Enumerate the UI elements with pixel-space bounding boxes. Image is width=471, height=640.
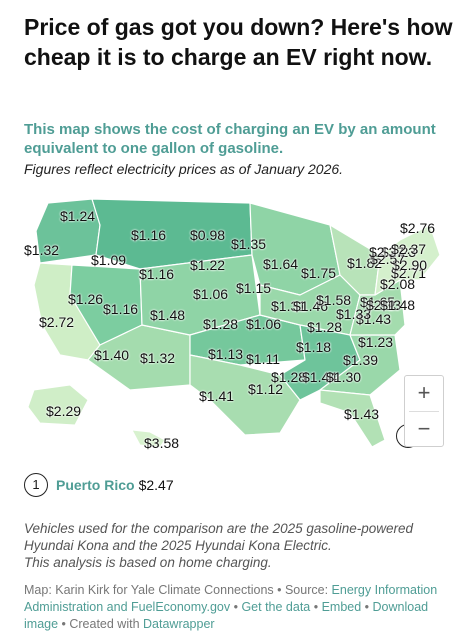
value-label: $2.57 — [370, 251, 406, 267]
value-label: $2.37 — [391, 241, 427, 257]
zoom-controls: + − — [404, 375, 444, 447]
region-northeast — [374, 224, 441, 296]
datawrapper-link[interactable]: Datawrapper — [143, 617, 215, 631]
value-label: $1.44 — [302, 369, 338, 385]
value-label: $1.43 — [344, 406, 380, 422]
value-label: $2.08 — [380, 276, 416, 292]
value-label: $2.71 — [391, 265, 427, 281]
puerto-rico-value: $2.47 — [138, 477, 174, 493]
value-label: $1.22 — [190, 257, 226, 273]
value-label: $1.40 — [94, 347, 130, 363]
footnote-line: Hyundai Kona and the 2025 Hyundai Kona E… — [24, 538, 332, 553]
value-label: $1.65 — [360, 294, 396, 310]
value-label: $1.82 — [347, 255, 383, 271]
value-label: $1.75 — [301, 265, 337, 281]
value-label: $1.33 — [336, 306, 372, 322]
value-label: $2.13 — [366, 297, 402, 313]
region-texas — [189, 354, 301, 436]
value-label: $1.24 — [60, 208, 96, 224]
value-label: $2.29 — [46, 403, 82, 419]
download-image-link[interactable]: Download image — [24, 600, 429, 631]
value-label: $1.41 — [199, 388, 235, 404]
value-label: $1.35 — [231, 236, 267, 252]
page-title: Price of gas got you down? Here's how ch… — [24, 14, 453, 70]
map-canvas — [27, 198, 441, 448]
us-choropleth-map[interactable]: $1.24 $1.32 $2.72 $1.09 $1.26 $1.16 $1.4… — [0, 185, 471, 455]
value-label: $1.28 — [307, 319, 343, 335]
value-label: $1.16 — [131, 227, 167, 243]
value-label: $1.28 — [203, 316, 239, 332]
value-label: $1.46 — [293, 298, 329, 314]
credits: Map: Karin Kirk for Yale Climate Connect… — [24, 582, 454, 633]
puerto-rico-marker-badge: 1 — [24, 473, 48, 497]
value-label: $1.32 — [140, 350, 176, 366]
credits-prefix: Map: Karin Kirk for Yale Climate Connect… — [24, 583, 332, 597]
puerto-rico-name: Puerto Rico — [56, 477, 135, 493]
zoom-divider — [409, 411, 439, 412]
value-label: $1.15 — [236, 280, 272, 296]
value-label: $1.16 — [103, 301, 139, 317]
value-label: $1.48 — [150, 307, 186, 323]
separator: • — [230, 600, 242, 614]
region-florida — [319, 389, 386, 448]
methodology-note: Vehicles used for the comparison are the… — [24, 520, 454, 571]
source-link[interactable]: Energy Information Administration and Fu… — [24, 583, 438, 614]
embed-link[interactable]: Embed — [321, 600, 362, 614]
separator: • — [310, 600, 322, 614]
zoom-in-button[interactable]: + — [417, 380, 431, 405]
value-label: $1.28 — [271, 369, 307, 385]
zoom-out-button[interactable]: − — [417, 416, 431, 441]
value-label: $2.72 — [39, 314, 75, 330]
value-label: $2.76 — [400, 220, 436, 236]
value-label: $1.64 — [263, 256, 299, 272]
footnote-line: This analysis is based on home charging. — [24, 555, 272, 570]
region-hawaii — [131, 429, 166, 448]
value-label: $2.90 — [392, 257, 428, 273]
value-label: $1.13 — [208, 346, 244, 362]
get-the-data-link[interactable]: Get the data — [241, 600, 311, 614]
value-label: $1.06 — [193, 286, 229, 302]
value-label: $1.06 — [246, 316, 282, 332]
value-label: $1.32 — [24, 242, 60, 258]
value-label: $0.98 — [190, 227, 226, 243]
value-label: $1.26 — [68, 291, 104, 307]
value-label: $2.37 — [369, 244, 405, 260]
map-subtitle: This map shows the cost of charging an E… — [24, 121, 436, 157]
value-label: $1.30 — [326, 369, 362, 385]
value-label: $1.48 — [380, 297, 416, 313]
value-label: $1.16 — [139, 266, 175, 282]
value-label: $2.23 — [381, 244, 417, 260]
value-label: $1.31 — [271, 298, 307, 314]
puerto-rico-legend: 1 Puerto Rico $2.47 — [24, 472, 174, 498]
value-label: $1.43 — [356, 311, 392, 327]
value-label: $1.12 — [248, 381, 284, 397]
value-label: $1.39 — [343, 352, 379, 368]
date-note: Figures reflect electricity prices as of… — [24, 161, 344, 177]
separator: • — [361, 600, 373, 614]
footnote-line: Vehicles used for the comparison are the… — [24, 521, 413, 536]
value-label: $1.18 — [296, 339, 332, 355]
value-label: $1.09 — [91, 252, 127, 268]
value-label: $3.58 — [144, 435, 180, 451]
value-label: $1.58 — [316, 292, 352, 308]
value-label: $1.23 — [358, 334, 394, 350]
created-with-label: • Created with — [58, 617, 144, 631]
region-alaska — [27, 384, 89, 426]
value-label: $1.11 — [246, 351, 280, 367]
